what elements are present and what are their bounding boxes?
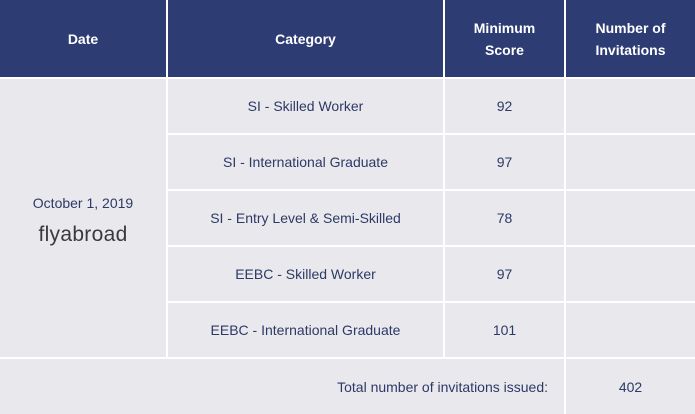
table-row: SI - International Graduate 97 <box>0 134 695 191</box>
min-score-cell: 78 <box>444 190 566 247</box>
min-score-cell: 97 <box>444 246 566 303</box>
table-row: EEBC - International Graduate 101 <box>0 302 695 359</box>
table-row: SI - Entry Level & Semi-Skilled 78 <box>0 190 695 247</box>
invitations-cell <box>565 246 695 303</box>
header-date: Date <box>0 0 168 79</box>
total-value: 402 <box>565 358 695 414</box>
category-cell: SI - International Graduate <box>167 134 445 191</box>
invitations-cell <box>565 190 695 247</box>
header-number-of-invitations: Number of Invitations <box>565 0 695 79</box>
category-cell: SI - Skilled Worker <box>167 78 445 135</box>
invitations-cell <box>565 134 695 191</box>
header-invitations-line2: Invitations <box>595 41 666 58</box>
invitations-cell <box>565 302 695 359</box>
header-row: Date Category Minimum Score Number of In… <box>0 0 695 79</box>
total-row: Total number of invitations issued: 402 <box>0 358 695 414</box>
category-cell: SI - Entry Level & Semi-Skilled <box>167 190 445 247</box>
header-category: Category <box>167 0 445 79</box>
header-invitations-line1: Number of <box>595 19 666 36</box>
min-score-cell: 101 <box>444 302 566 359</box>
draw-date: October 1, 2019 <box>32 195 134 211</box>
min-score-cell: 97 <box>444 134 566 191</box>
table-row: EEBC - Skilled Worker 97 <box>0 246 695 303</box>
watermark-text: flyabroad <box>38 223 128 246</box>
header-minimum-score-line2: Score <box>485 41 524 58</box>
category-cell: EEBC - International Graduate <box>167 302 445 359</box>
category-cell: EEBC - Skilled Worker <box>167 246 445 303</box>
invitations-cell <box>565 78 695 135</box>
header-minimum-score-line1: Minimum <box>473 19 536 36</box>
min-score-cell: 92 <box>444 78 566 135</box>
date-cell: October 1, 2019 flyabroad <box>0 78 168 359</box>
table-row: October 1, 2019 flyabroad SI - Skilled W… <box>0 78 695 359</box>
total-label: Total number of invitations issued: <box>0 358 566 414</box>
header-minimum-score: Minimum Score <box>444 0 566 79</box>
